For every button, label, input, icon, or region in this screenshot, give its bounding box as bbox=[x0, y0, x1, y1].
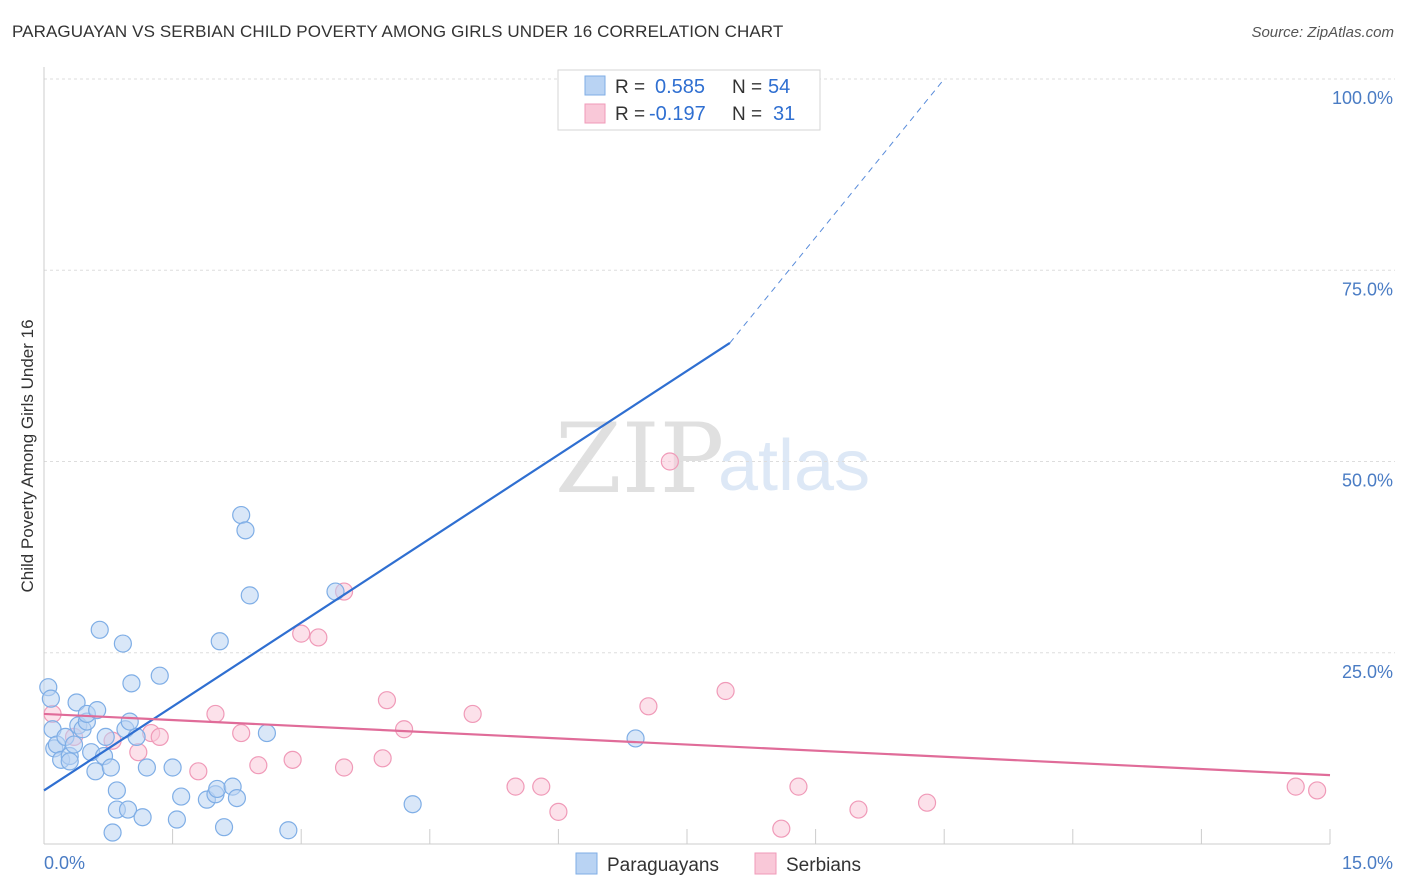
paraguayan-point bbox=[208, 779, 227, 799]
serbian-points bbox=[43, 452, 1327, 838]
grid-lines bbox=[44, 78, 1395, 654]
serbian-point bbox=[789, 777, 808, 796]
paraguayan-point bbox=[113, 634, 132, 653]
bottom-legend: Paraguayans Serbians bbox=[575, 852, 861, 876]
paraguayan-point bbox=[86, 762, 105, 781]
y-tick-label: 75.0% bbox=[1342, 279, 1393, 299]
paraguayan-point bbox=[172, 787, 191, 806]
paraguayan-point bbox=[101, 758, 120, 777]
serbian-point bbox=[549, 802, 568, 821]
serbian-point bbox=[716, 681, 735, 701]
serbian-point bbox=[532, 777, 551, 796]
serbian-point bbox=[334, 758, 354, 777]
paraguayan-point bbox=[232, 505, 251, 525]
paraguayan-trend-line bbox=[43, 342, 731, 792]
paraguayan-point bbox=[403, 795, 422, 814]
paraguayan-point bbox=[96, 727, 115, 747]
y-axis-label: Child Poverty Among Girls Under 16 bbox=[18, 319, 37, 592]
stats-legend: R = 0.585 N = 54 R = -0.197 N = 31 bbox=[557, 69, 821, 131]
legend-n-value-1: 54 bbox=[768, 76, 790, 98]
paraguayan-point bbox=[64, 735, 84, 754]
paraguayan-point bbox=[41, 689, 60, 708]
legend-n-label-1: N = bbox=[732, 77, 762, 98]
paraguayan-point bbox=[227, 788, 246, 808]
paraguayan-point bbox=[150, 666, 169, 685]
serbian-point bbox=[639, 697, 658, 716]
y-tick-label: 100.0% bbox=[1332, 88, 1393, 108]
bottom-legend-paraguayans: Paraguayans bbox=[607, 855, 719, 876]
paraguayan-point bbox=[214, 818, 234, 837]
paraguayan-point bbox=[120, 712, 139, 731]
legend-r-label-2: R = bbox=[615, 104, 645, 125]
serbian-point bbox=[283, 750, 302, 769]
serbian-trend-line bbox=[43, 712, 1331, 777]
paraguayan-point bbox=[257, 723, 277, 743]
paraguayan-point bbox=[167, 810, 186, 829]
paraguayan-point bbox=[118, 800, 138, 819]
x-tick-label-min: 0.0% bbox=[44, 853, 85, 873]
serbian-point bbox=[1308, 781, 1327, 800]
watermark-zip: ZIP bbox=[555, 403, 724, 515]
paraguayan-point bbox=[122, 674, 141, 693]
serbian-point bbox=[373, 749, 392, 768]
legend-swatch-paraguayans bbox=[584, 75, 606, 96]
serbian-point bbox=[463, 704, 482, 724]
serbian-point bbox=[377, 691, 397, 710]
source-credit: Source: ZipAtlas.com bbox=[1251, 24, 1394, 41]
serbian-point bbox=[849, 800, 868, 819]
bottom-legend-serbians: Serbians bbox=[786, 855, 861, 876]
serbian-point bbox=[206, 704, 225, 724]
legend-r-label-1: R = bbox=[615, 77, 645, 98]
paraguayan-trend-extension bbox=[729, 78, 945, 344]
legend-swatch-serbians bbox=[584, 103, 606, 124]
paraguayan-point bbox=[236, 521, 255, 540]
paraguayan-point bbox=[279, 821, 298, 840]
bottom-legend-swatch-paraguayans bbox=[575, 852, 598, 875]
paraguayan-point bbox=[210, 632, 229, 651]
legend-r-value-1: 0.585 bbox=[655, 76, 705, 98]
y-tick-label: 25.0% bbox=[1342, 662, 1393, 682]
tick-labels: 25.0% 50.0% 75.0% 100.0% 0.0% 15.0% bbox=[44, 88, 1393, 873]
chart-title: PARAGUAYAN VS SERBIAN CHILD POVERTY AMON… bbox=[12, 22, 784, 41]
legend-r-value-2: -0.197 bbox=[649, 103, 706, 125]
paraguayan-point bbox=[163, 758, 182, 777]
x-tick-label-max: 15.0% bbox=[1342, 853, 1393, 873]
serbian-point bbox=[1286, 777, 1305, 796]
legend-n-label-2: N = bbox=[732, 104, 762, 125]
serbian-point bbox=[394, 720, 414, 739]
watermark-atlas: atlas bbox=[718, 426, 870, 506]
trend-lines bbox=[43, 78, 1331, 792]
bottom-legend-swatch-serbians bbox=[754, 852, 777, 875]
serbian-point bbox=[772, 819, 791, 838]
y-tick-label: 50.0% bbox=[1342, 471, 1393, 491]
serbian-point bbox=[129, 743, 148, 762]
serbian-point bbox=[309, 628, 328, 647]
paraguayan-point bbox=[133, 808, 152, 827]
serbian-point bbox=[232, 723, 251, 743]
paraguayan-point bbox=[67, 693, 86, 712]
paraguayan-point bbox=[107, 781, 126, 800]
paraguayan-point bbox=[88, 701, 107, 720]
paraguayan-point bbox=[90, 620, 109, 639]
serbian-point bbox=[917, 793, 937, 812]
paraguayan-point bbox=[240, 586, 259, 605]
paraguayan-point bbox=[626, 729, 645, 748]
paraguayan-point bbox=[137, 758, 156, 777]
serbian-point bbox=[150, 727, 169, 747]
serbian-point bbox=[506, 777, 525, 796]
serbian-point bbox=[249, 756, 268, 775]
serbian-point bbox=[660, 452, 679, 471]
paraguayan-points bbox=[39, 69, 692, 842]
paraguayan-point bbox=[103, 823, 122, 842]
serbian-point bbox=[189, 762, 208, 781]
legend-n-value-2: 31 bbox=[773, 103, 795, 125]
paraguayan-point bbox=[60, 752, 79, 771]
serbian-point bbox=[292, 624, 311, 643]
